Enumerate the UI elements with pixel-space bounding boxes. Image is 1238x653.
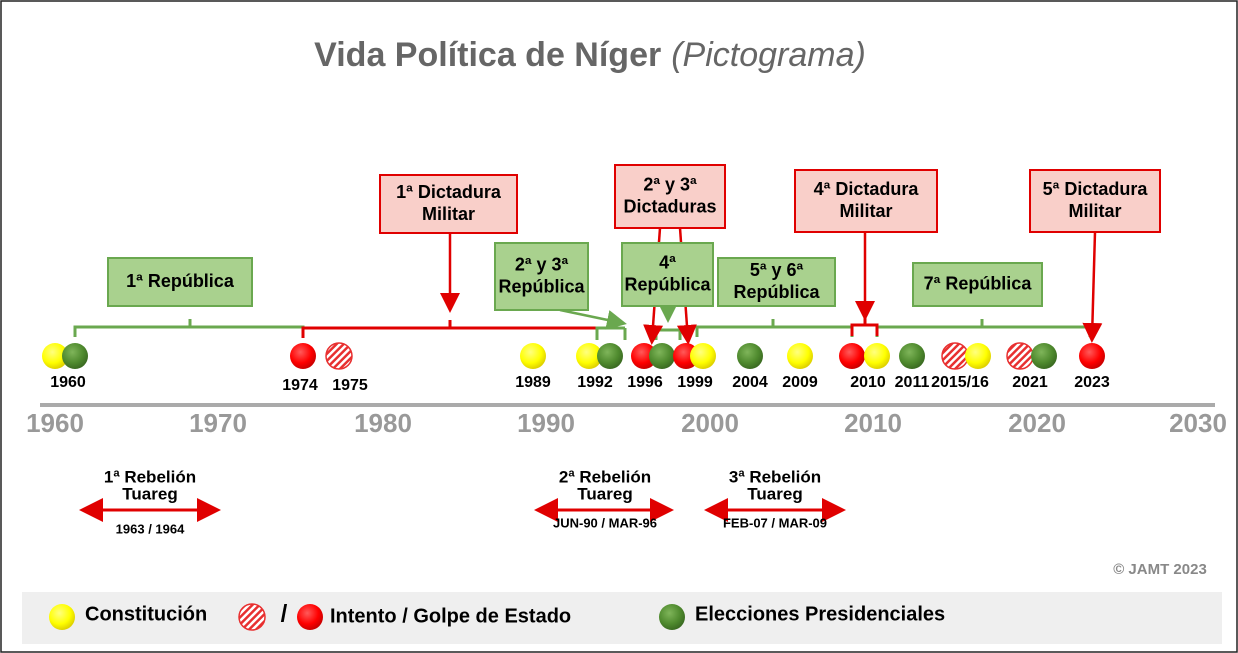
arrow [1082,231,1103,343]
event-year: 2011 [895,374,930,391]
credit: © JAMT 2023 [1113,561,1207,578]
axis-label: 1980 [354,408,412,438]
legend-label: Intento / Golpe de Estado [330,605,571,627]
axis-label: 1970 [189,408,247,438]
rebellion-dates: FEB-07 / MAR-09 [723,515,827,530]
axis-label: 1990 [517,408,575,438]
period-label: República [624,274,711,294]
marker-h [1006,342,1034,370]
legend-marker [659,604,685,630]
period-label: Dictaduras [623,196,716,216]
legend-marker [238,603,266,631]
period-label: 4ª [659,252,676,272]
event-year: 2015/16 [931,374,989,391]
marker-r [839,343,865,369]
event-year: 2021 [1012,374,1048,391]
rebellion-label: 1ª Rebelión [104,467,196,486]
period-label: 7ª República [924,273,1033,293]
event-year: 2009 [782,374,818,391]
marker-h [941,342,969,370]
period-label: 1ª Dictadura [396,182,502,202]
period-label: 1ª República [126,271,235,291]
marker-y [787,343,813,369]
period-box [794,169,938,233]
legend-label: Constitución [85,603,207,625]
period-label: 4ª Dictadura [814,179,920,199]
legend-bar [22,592,1222,644]
rebellion-dates: JUN-90 / MAR-96 [553,515,657,530]
rebellion-dates: 1963 / 1964 [116,521,185,536]
rebellion-label: 3ª Rebelión [729,467,821,486]
marker-y [520,343,546,369]
period-label: República [733,282,820,302]
marker-g [1031,343,1057,369]
rebellion-label: 2ª Rebelión [559,467,651,486]
period-label: Militar [839,201,892,221]
axis-label: 2030 [1169,408,1227,438]
marker-g [649,343,675,369]
legend-label: / [281,600,288,627]
marker-y [576,343,602,369]
marker-y [690,343,716,369]
marker-h [325,342,353,370]
period-label: 2ª y 3ª [515,254,569,274]
period-box [621,242,714,307]
period-label: 5ª Dictadura [1043,179,1149,199]
marker-g [899,343,925,369]
axis-label: 1960 [26,408,84,438]
arrow [559,308,627,330]
event-year: 1992 [577,374,613,391]
period-box [614,164,726,229]
axis-label: 2010 [844,408,902,438]
period-label: 2ª y 3ª [643,174,697,194]
marker-g [62,343,88,369]
event-year: 1975 [332,377,368,394]
period-box [107,257,253,307]
period-box [717,257,836,307]
legend-label: Elecciones Presidenciales [695,603,945,625]
period-label: Militar [422,204,475,224]
legend-marker [297,604,323,630]
marker-r [631,343,657,369]
axis-label: 2020 [1008,408,1066,438]
marker-y [864,343,890,369]
rebellion-label: Tuareg [577,484,632,503]
legend-marker [49,604,75,630]
rebellion-label: Tuareg [122,484,177,503]
event-year: 1999 [677,374,713,391]
marker-r [1079,343,1105,369]
marker-y [965,343,991,369]
period-box [494,242,589,311]
period-box [1029,169,1161,233]
title-sub: (Pictograma) [671,36,866,74]
rebellion-label: Tuareg [747,484,802,503]
title: Vida Política de Níger (Pictograma) [314,36,866,74]
title-main: Vida Política de Níger [314,36,661,74]
marker-g [597,343,623,369]
marker-r [290,343,316,369]
period-box [912,262,1043,307]
period-label: Militar [1068,201,1121,221]
marker-y [42,343,68,369]
axis-label: 2000 [681,408,739,438]
event-year: 1989 [515,374,551,391]
period-box [379,174,518,234]
event-year: 2023 [1074,374,1110,391]
period-label: República [498,276,585,296]
event-year: 1996 [627,374,663,391]
marker-g [737,343,763,369]
event-year: 1974 [282,377,318,394]
event-year: 1960 [50,374,86,391]
event-year: 2004 [732,374,768,391]
event-year: 2010 [850,374,886,391]
period-label: 5ª y 6ª [750,260,804,280]
